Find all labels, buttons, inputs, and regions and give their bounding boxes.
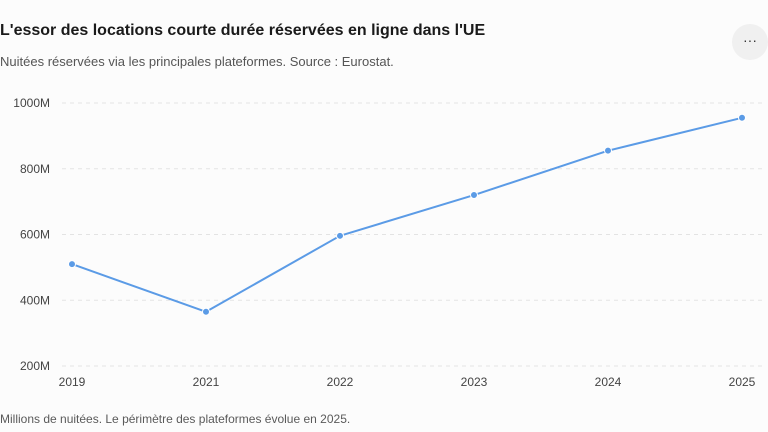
y-tick-label: 1000M [13, 96, 50, 110]
x-tick-label: 2019 [59, 375, 86, 389]
chart-subtitle: Nuitées réservées via les principales pl… [0, 54, 394, 69]
more-options-icon: ··· [743, 32, 757, 48]
x-tick-label: 2022 [327, 375, 354, 389]
more-options-button[interactable]: ··· [732, 24, 768, 60]
grid-lines [62, 102, 762, 367]
x-tick-label: 2021 [193, 375, 220, 389]
y-tick-label: 400M [20, 293, 50, 307]
series-line [71, 116, 743, 313]
data-point[interactable] [604, 146, 612, 155]
y-axis-ticks: 200M 400M 600M 800M 1000M [13, 96, 50, 373]
x-tick-label: 2025 [729, 375, 756, 389]
y-tick-label: 200M [20, 359, 50, 373]
data-point[interactable] [202, 307, 210, 316]
data-point[interactable] [470, 191, 478, 200]
x-axis-ticks: 2019 2021 2022 2023 2024 2025 [59, 375, 756, 389]
data-point[interactable] [336, 231, 344, 240]
chart-title: L'essor des locations courte durée réser… [0, 22, 486, 39]
data-point[interactable] [738, 113, 746, 122]
x-tick-label: 2024 [595, 375, 622, 389]
x-tick-label: 2023 [461, 375, 488, 389]
data-point[interactable] [68, 260, 76, 269]
y-tick-label: 800M [20, 162, 50, 176]
footnote: Millions de nuitées. Le périmètre des pl… [0, 412, 351, 426]
series-layer [68, 113, 746, 316]
y-tick-label: 600M [20, 228, 50, 242]
